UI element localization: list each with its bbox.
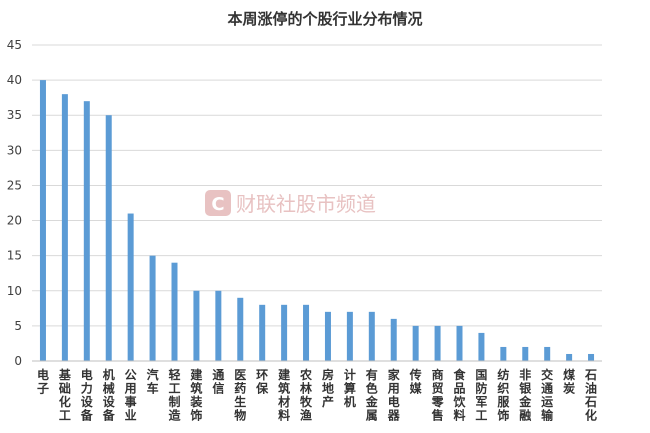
x-tick-label: 石油石化 — [584, 368, 597, 423]
watermark-logo-letter: C — [211, 194, 224, 215]
bar — [456, 325, 463, 361]
bars — [39, 80, 595, 362]
bar — [566, 353, 573, 361]
bar — [522, 346, 529, 361]
bar — [83, 101, 90, 361]
bar — [127, 213, 134, 361]
x-tick-label: 计算机 — [344, 367, 356, 409]
bar — [171, 262, 178, 361]
x-tick-label: 房地产 — [322, 367, 334, 409]
bar — [61, 94, 68, 362]
x-tick-label: 建筑材料 — [277, 367, 291, 423]
x-tick-label: 食品饮料 — [452, 367, 466, 423]
x-tick-label: 基础化工 — [58, 367, 72, 423]
x-tick-label: 国防军工 — [475, 368, 487, 423]
bar — [434, 325, 441, 361]
bar — [39, 80, 46, 361]
x-tick-label: 建筑装饰 — [189, 367, 203, 423]
x-tick-label: 公用事业 — [124, 368, 137, 423]
y-axis-ticks: 0 5 10 15 20 25 30 35 40 45 — [7, 38, 22, 368]
y-tick-label: 30 — [7, 143, 22, 157]
x-tick-label: 农林牧渔 — [299, 367, 313, 423]
bar — [346, 311, 353, 361]
x-tick-label: 传媒 — [409, 367, 423, 396]
y-tick-label: 45 — [7, 38, 22, 52]
x-tick-label: 环保 — [255, 368, 269, 396]
y-tick-label: 10 — [7, 284, 22, 298]
watermark-text: 财联社股市频道 — [236, 192, 376, 216]
bar — [149, 255, 156, 361]
chart-title: 本周涨停的个股行业分布情况 — [227, 10, 422, 28]
bar — [390, 318, 397, 361]
bar — [500, 346, 507, 361]
watermark-logo — [205, 190, 231, 216]
bar — [303, 304, 310, 361]
y-tick-label: 5 — [14, 319, 22, 333]
x-tick-label: 纺织服饰 — [497, 367, 510, 423]
gridlines — [32, 44, 602, 327]
bar — [215, 290, 222, 361]
x-tick-label: 有色金属 — [365, 367, 379, 423]
x-tick-label: 商贸零售 — [431, 367, 445, 423]
x-tick-label: 电子 — [37, 367, 49, 396]
bar — [105, 115, 112, 361]
bar — [478, 332, 485, 361]
bar — [588, 353, 595, 361]
x-tick-label: 煤炭 — [563, 367, 575, 396]
x-tick-label: 轻工制造 — [168, 367, 181, 423]
y-tick-label: 40 — [7, 73, 22, 87]
x-tick-label: 电力设备 — [80, 367, 94, 423]
y-tick-label: 15 — [7, 249, 22, 263]
x-axis-labels: 电子基础化工电力设备机械设备公用事业汽车轻工制造建筑装饰通信医药生物环保建筑材料… — [37, 367, 597, 423]
x-tick-label: 机械设备 — [102, 367, 116, 423]
x-tick-label: 汽车 — [147, 367, 159, 396]
x-tick-label: 家用电器 — [387, 367, 401, 423]
y-tick-label: 0 — [14, 354, 22, 368]
bar — [324, 311, 331, 361]
bar — [368, 311, 375, 361]
y-tick-label: 35 — [7, 108, 22, 122]
x-tick-label: 交通运输 — [541, 367, 554, 423]
x-tick-label: 非银金融 — [518, 367, 532, 423]
bar — [237, 297, 244, 361]
y-tick-label: 25 — [7, 178, 22, 192]
x-tick-label: 医药生物 — [234, 368, 246, 423]
bar — [544, 346, 551, 361]
bar — [193, 290, 200, 361]
watermark: C 财联社股市频道 — [205, 190, 376, 216]
x-tick-label: 通信 — [212, 367, 224, 396]
y-tick-label: 20 — [7, 214, 22, 228]
bar — [412, 325, 419, 361]
bar — [281, 304, 288, 361]
bar — [259, 304, 266, 361]
